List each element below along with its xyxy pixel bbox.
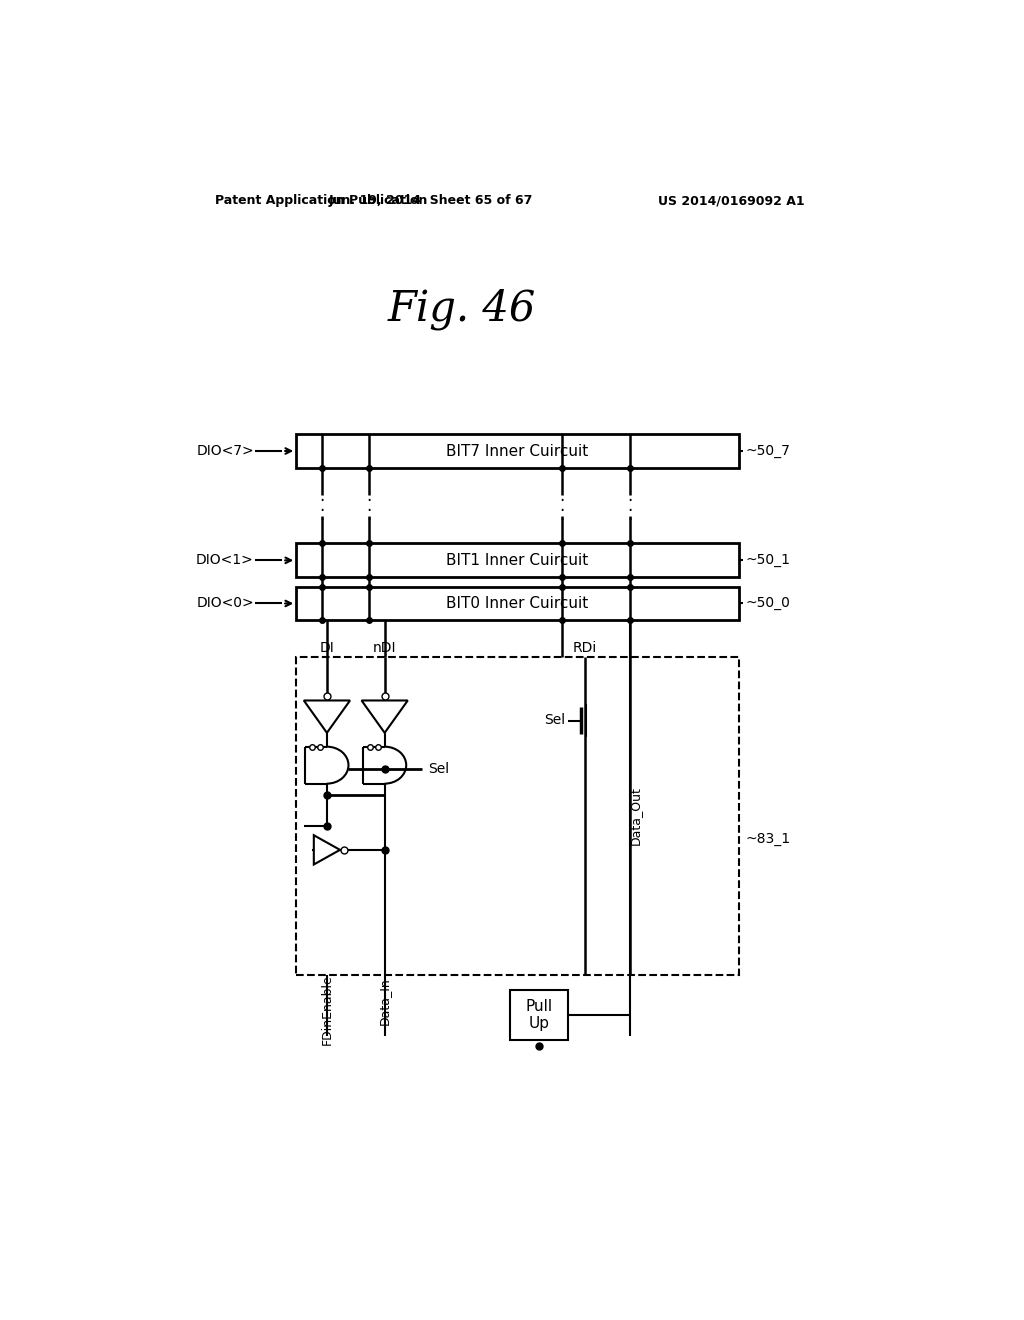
Text: .: . [559,506,564,524]
Text: .: . [627,496,632,515]
Text: Data_In: Data_In [378,978,391,1026]
Text: Pull
Up: Pull Up [525,999,552,1031]
Text: .: . [318,496,325,515]
Text: DIO<0>: DIO<0> [197,597,254,610]
Bar [296,544,739,577]
Text: .: . [559,496,564,515]
Text: Sel: Sel [545,714,565,727]
Polygon shape [304,701,350,733]
Text: .: . [318,506,325,524]
Text: DI: DI [319,642,334,655]
Text: BIT1 Inner Cuircuit: BIT1 Inner Cuircuit [446,553,589,568]
Text: Fig. 46: Fig. 46 [387,288,536,330]
Text: .: . [367,496,372,515]
Text: ~50_1: ~50_1 [745,553,791,568]
Text: DIO<7>: DIO<7> [197,444,254,458]
Text: .: . [627,487,632,506]
Text: Patent Application Publication: Patent Application Publication [215,194,428,207]
Bar [296,657,739,974]
Text: BIT0 Inner Cuircuit: BIT0 Inner Cuircuit [446,595,589,611]
Text: ~50_0: ~50_0 [745,597,790,610]
Text: .: . [559,487,564,506]
Text: nDI: nDI [373,642,396,655]
Text: .: . [367,506,372,524]
Bar [510,990,567,1040]
Text: Data_Out: Data_Out [629,787,642,845]
Polygon shape [313,836,340,865]
Text: .: . [367,487,372,506]
Text: FDinEnable: FDinEnable [321,974,334,1044]
Text: BIT7 Inner Cuircuit: BIT7 Inner Cuircuit [446,444,589,458]
Text: ~83_1: ~83_1 [745,832,791,846]
Bar [296,434,739,469]
Text: .: . [627,506,632,524]
Text: RDi: RDi [572,642,597,655]
Bar [296,586,739,620]
Text: .: . [318,487,325,506]
Text: Jun. 19, 2014  Sheet 65 of 67: Jun. 19, 2014 Sheet 65 of 67 [329,194,534,207]
Text: DIO<1>: DIO<1> [196,553,254,568]
Text: Sel: Sel [428,762,449,776]
Text: ~50_7: ~50_7 [745,444,790,458]
Text: US 2014/0169092 A1: US 2014/0169092 A1 [657,194,805,207]
Polygon shape [361,701,408,733]
